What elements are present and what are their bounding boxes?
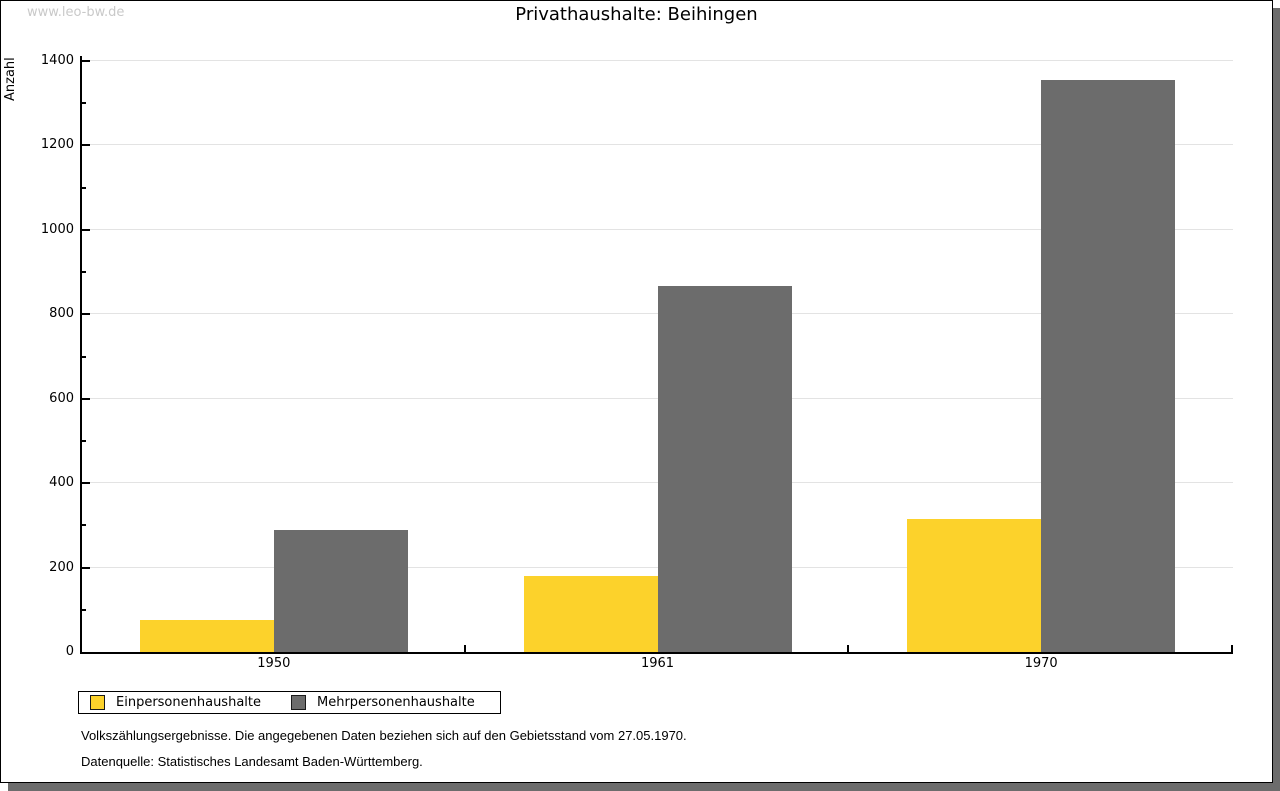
y-tick-label-600: 600 [49, 390, 74, 406]
y-tick-500 [82, 439, 86, 442]
gridline-1200 [82, 144, 1233, 146]
x-tick-1 [463, 645, 466, 652]
chart-title: Privathaushalte: Beihingen [515, 4, 758, 25]
legend-swatch-mehrpersonenhaushalte [291, 695, 306, 710]
y-tick-200 [82, 566, 90, 569]
y-tick-600 [82, 397, 90, 400]
y-tick-label-400: 400 [49, 475, 74, 491]
bar-mehrpersonenhaushalte-1961 [657, 286, 792, 652]
y-tick-label-800: 800 [49, 306, 74, 322]
y-axis-title: Anzahl [3, 57, 18, 101]
y-tick-1100 [82, 186, 86, 189]
y-tick-1200 [82, 144, 90, 147]
bar-einpersonenhaushalte-1961 [523, 575, 658, 652]
y-tick-900 [82, 271, 86, 274]
x-tick-label-1970: 1970 [1024, 656, 1058, 671]
footnote-line-2: Datenquelle: Statistisches Landesamt Bad… [81, 754, 423, 769]
y-tick-label-1400: 1400 [40, 53, 74, 68]
bar-einpersonenhaushalte-1970 [907, 518, 1042, 652]
bar-mehrpersonenhaushalte-1950 [273, 530, 408, 652]
y-tick-label-1000: 1000 [40, 221, 74, 237]
bar-mehrpersonenhaushalte-1970 [1041, 79, 1176, 652]
y-tick-300 [82, 524, 86, 527]
bar-einpersonenhaushalte-1950 [139, 619, 274, 652]
gridline-1000 [82, 228, 1233, 230]
frame-shadow-bottom [8, 783, 1280, 791]
x-tick-2 [847, 645, 850, 652]
legend-label-mehrpersonenhaushalte: Mehrpersonenhaushalte [317, 695, 475, 710]
legend: Einpersonenhaushalte Mehrpersonenhaushal… [78, 691, 501, 714]
x-tick-3 [1231, 645, 1233, 652]
frame-shadow-right [1273, 8, 1280, 791]
footnote-line-1: Volkszählungsergebnisse. Die angegebenen… [81, 728, 687, 743]
y-tick-400 [82, 482, 90, 485]
y-tick-label-200: 200 [49, 559, 74, 575]
x-tick-label-1961: 1961 [640, 656, 675, 671]
legend-label-einpersonenhaushalte: Einpersonenhaushalte [116, 695, 261, 710]
y-tick-100 [82, 608, 86, 611]
watermark: www.leo-bw.de [27, 5, 125, 20]
y-tick-label-1200: 1200 [40, 137, 74, 153]
y-tick-1000 [82, 228, 90, 231]
plot-area: 0 200 400 600 800 1000 1200 1400 1950 1961 1970 [41, 53, 1233, 671]
y-tick-1400 [82, 60, 90, 62]
legend-swatch-einpersonenhaushalte [90, 695, 105, 710]
y-tick-800 [82, 313, 90, 316]
y-tick-1300 [82, 102, 86, 105]
y-tick-700 [82, 355, 86, 358]
gridline-1400 [82, 60, 1233, 61]
y-tick-label-0: 0 [65, 644, 74, 659]
x-tick-label-1950: 1950 [257, 656, 291, 671]
